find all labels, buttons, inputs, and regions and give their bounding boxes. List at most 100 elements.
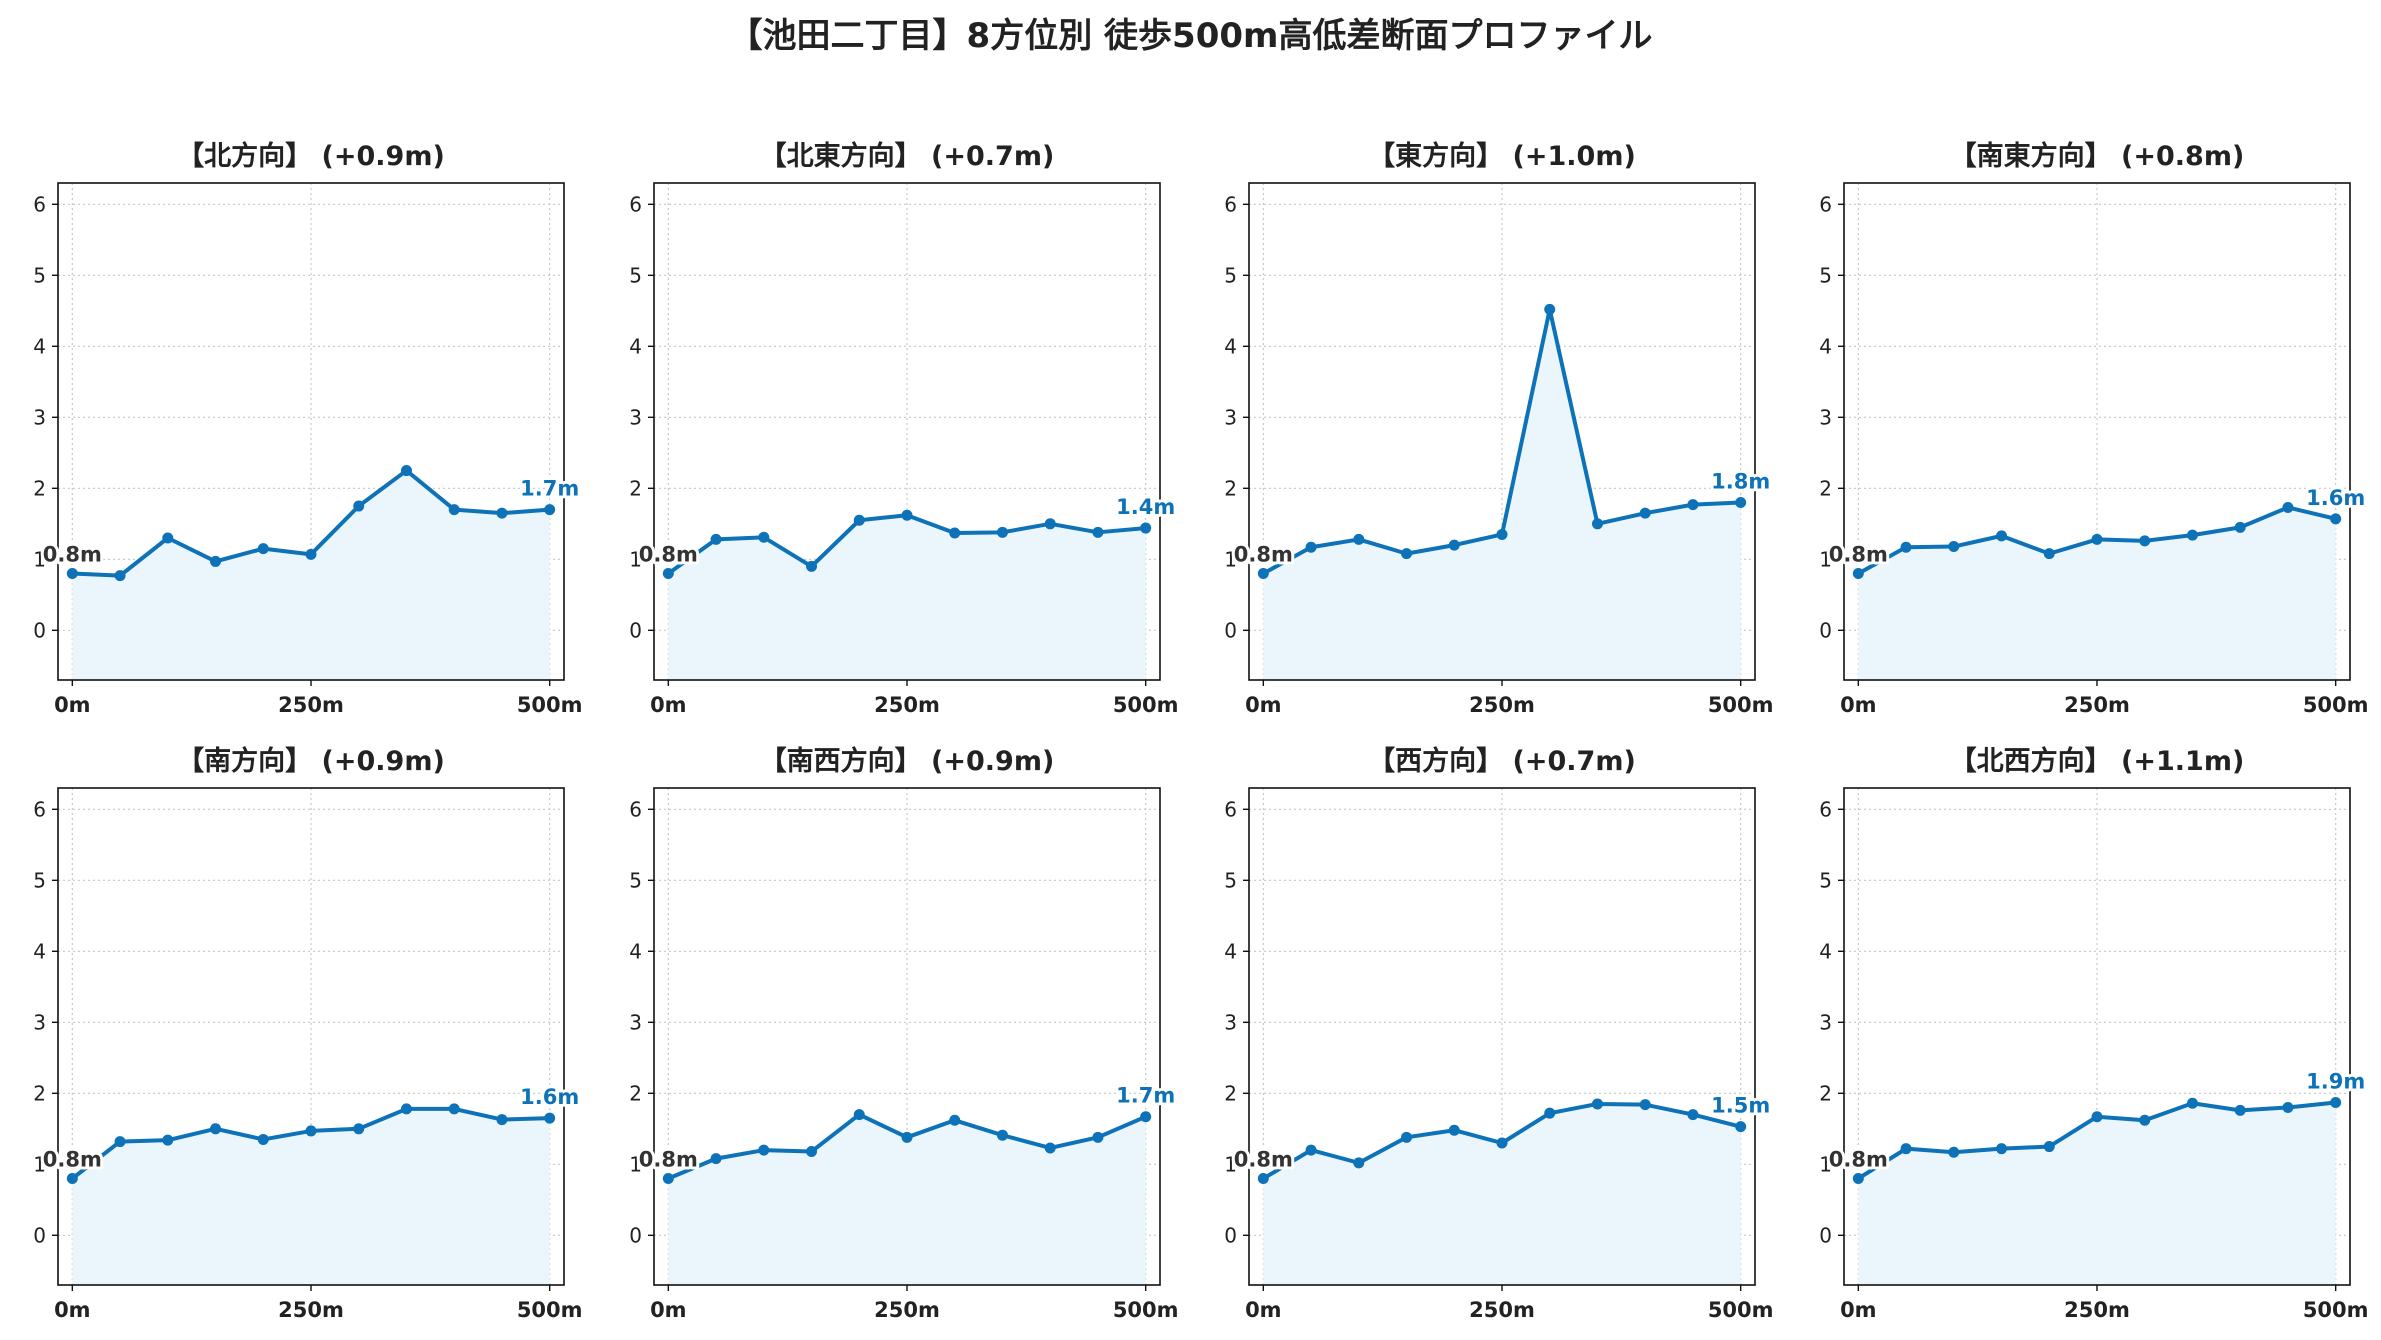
x-tick-label: 250m [1469, 693, 1535, 717]
elevation-point [758, 1144, 770, 1156]
elevation-point [2330, 1097, 2342, 1109]
x-tick-label: 500m [1113, 1298, 1179, 1322]
elevation-point [1735, 1121, 1747, 1133]
elevation-point [710, 533, 722, 545]
elevation-point [1448, 1124, 1460, 1136]
x-tick-label: 500m [1113, 693, 1179, 717]
elevation-point [949, 527, 961, 539]
y-tick-label: 3 [33, 405, 46, 429]
end-elevation-label: 1.5m [1711, 1094, 1770, 1118]
elevation-point [353, 500, 365, 512]
chart-panel: 0 1 2 3 4 5 6 0m 250m 500m 【南西方向】 (+0.9m) 0.8m 1.7m [629, 745, 1178, 1322]
y-tick-label: 5 [33, 868, 46, 892]
elevation-point [662, 568, 674, 579]
y-tick-label: 2 [1224, 1081, 1237, 1105]
y-tick-label: 0 [33, 618, 46, 642]
elevation-point [1639, 507, 1651, 519]
y-tick-label: 3 [629, 405, 642, 429]
elevation-point [544, 1112, 556, 1124]
elevation-point [1852, 568, 1864, 579]
x-tick-label: 0m [1245, 693, 1282, 717]
y-tick-label: 6 [1819, 192, 1832, 216]
elevation-point [496, 1114, 508, 1126]
y-tick-label: 6 [1819, 797, 1832, 821]
elevation-point [2282, 501, 2294, 513]
y-tick-label: 6 [629, 797, 642, 821]
elevation-point [1948, 541, 1960, 553]
start-elevation-label: 0.8m [1829, 543, 1888, 567]
x-tick-label: 0m [1245, 1298, 1282, 1322]
elevation-point [949, 1114, 961, 1126]
x-tick-label: 500m [517, 1298, 583, 1322]
elevation-point [400, 465, 412, 477]
y-tick-label: 0 [1819, 1223, 1832, 1247]
elevation-point [1996, 530, 2008, 542]
elevation-point [2139, 1114, 2151, 1126]
elevation-point [853, 1109, 865, 1121]
y-tick-label: 1 [33, 547, 46, 571]
y-tick-label: 0 [629, 618, 642, 642]
elevation-point [1996, 1143, 2008, 1155]
start-elevation-label: 0.8m [1234, 1148, 1293, 1172]
y-tick-label: 2 [1819, 1081, 1832, 1105]
x-tick-label: 0m [1840, 693, 1877, 717]
elevation-point [400, 1103, 412, 1115]
elevation-point [257, 543, 269, 555]
y-tick-label: 0 [33, 1223, 46, 1247]
y-tick-label: 4 [1819, 939, 1832, 963]
y-tick-label: 3 [629, 1010, 642, 1034]
y-tick-label: 3 [1819, 1010, 1832, 1034]
elevation-point [1401, 1131, 1413, 1143]
y-tick-label: 0 [1224, 1223, 1237, 1247]
end-elevation-label: 1.9m [2306, 1070, 2365, 1094]
elevation-point [1257, 1173, 1269, 1184]
x-tick-label: 250m [874, 693, 940, 717]
y-tick-label: 2 [1819, 476, 1832, 500]
elevation-point [1044, 518, 1056, 530]
elevation-point [1496, 528, 1508, 540]
elevation-point [901, 1131, 913, 1143]
y-tick-label: 5 [629, 263, 642, 287]
elevation-point [1257, 568, 1269, 579]
elevation-point [1591, 1098, 1603, 1110]
y-tick-label: 2 [33, 1081, 46, 1105]
y-tick-label: 6 [1224, 192, 1237, 216]
y-tick-label: 6 [1224, 797, 1237, 821]
elevation-area-fill [1263, 309, 1741, 680]
elevation-point [448, 504, 460, 516]
elevation-point [662, 1173, 674, 1184]
x-tick-label: 0m [650, 693, 687, 717]
elevation-point [1353, 533, 1365, 545]
panel-title: 【北西方向】 (+1.1m) [1950, 745, 2245, 777]
elevation-point [2234, 521, 2246, 533]
y-tick-label: 0 [1224, 618, 1237, 642]
end-elevation-label: 1.4m [1116, 495, 1175, 519]
elevation-point [305, 1125, 317, 1137]
panel-title: 【北東方向】 (+0.7m) [760, 140, 1055, 172]
start-elevation-label: 0.8m [639, 1148, 698, 1172]
y-tick-label: 1 [1224, 547, 1237, 571]
elevation-point [853, 514, 865, 526]
y-tick-label: 5 [1819, 263, 1832, 287]
end-elevation-label: 1.7m [1116, 1084, 1175, 1108]
x-tick-label: 250m [278, 693, 344, 717]
elevation-point [353, 1123, 365, 1135]
end-elevation-label: 1.7m [520, 477, 579, 501]
chart-panel: 0 1 2 3 4 5 6 0m 250m 500m 【南方向】 (+0.9m) 0.8m 1.6m [33, 745, 582, 1322]
panel-title: 【北方向】 (+0.9m) [177, 140, 445, 172]
elevation-point [901, 509, 913, 521]
elevation-point [806, 1146, 818, 1158]
elevation-point [66, 1173, 78, 1184]
y-tick-label: 4 [1819, 334, 1832, 358]
y-tick-label: 1 [1819, 1152, 1832, 1176]
elevation-area-fill [1858, 507, 2336, 680]
y-tick-label: 0 [629, 1223, 642, 1247]
x-tick-label: 500m [2303, 1298, 2369, 1322]
elevation-point [2139, 535, 2151, 547]
end-elevation-label: 1.8m [1711, 470, 1770, 494]
elevation-point [1448, 539, 1460, 551]
elevation-point [1140, 522, 1152, 534]
y-tick-label: 3 [1819, 405, 1832, 429]
chart-panel: 0 1 2 3 4 5 6 0m 250m 500m 【北東方向】 (+0.7m) 0.8m 1.4m [629, 140, 1178, 717]
elevation-point [1496, 1137, 1508, 1149]
